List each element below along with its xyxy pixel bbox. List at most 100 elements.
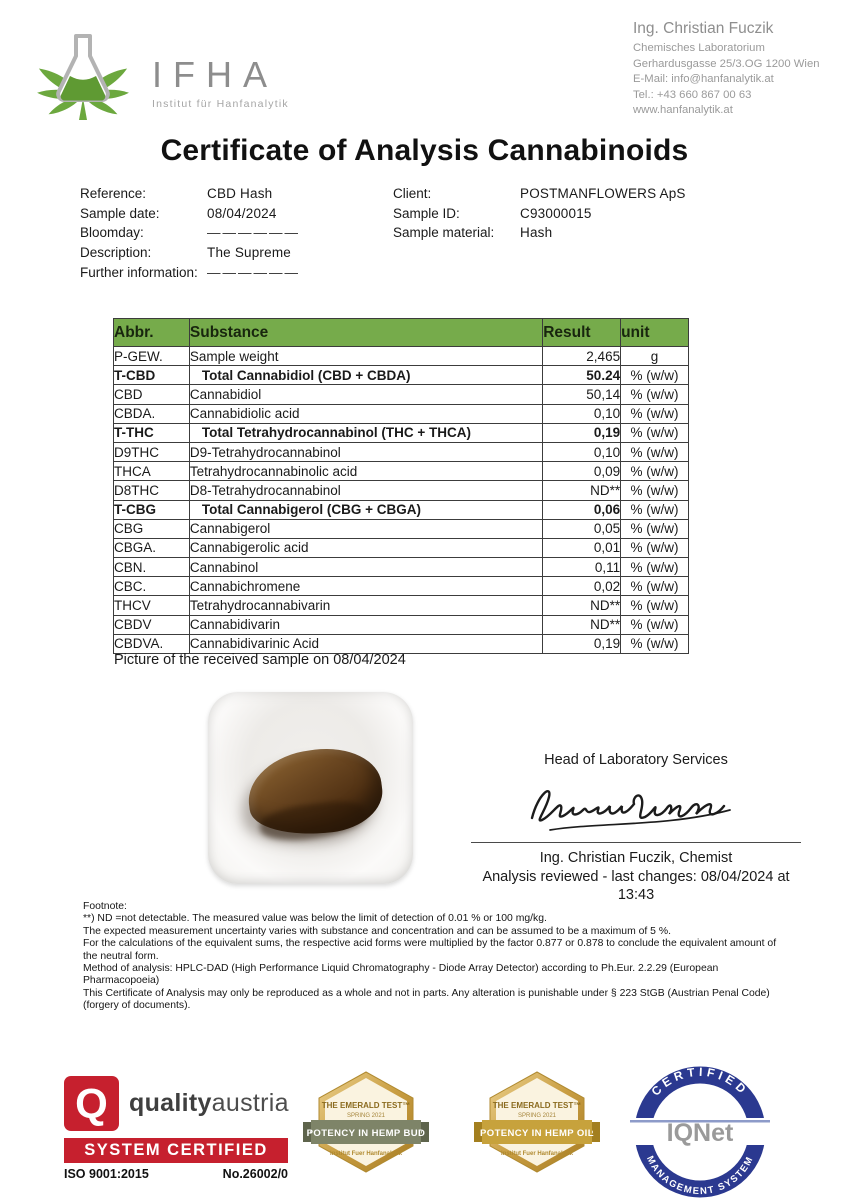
info-value: POSTMANFLOWERS ApS	[520, 186, 686, 202]
info-label: Sample ID:	[393, 205, 460, 221]
cell-unit: % (w/w)	[620, 441, 689, 463]
cell-unit: % (w/w)	[620, 537, 689, 559]
cell-result: 0,19	[542, 633, 622, 655]
quality-austria-brand: qualityaustria	[129, 1089, 289, 1118]
contact-line: Gerhardusgasse 25/3.OG 1200 Wien	[633, 57, 820, 70]
results-table: Abbr. Substance Result unit P-GEW. Sampl…	[113, 318, 689, 655]
table-row: D8THC D8-Tetrahydrocannabinol ND** % (w/…	[113, 480, 689, 501]
cell-substance: D8-Tetrahydrocannabinol	[188, 480, 544, 501]
cell-abbr: CBDVA.	[113, 633, 190, 655]
table-row: T-THC Total Tetrahydrocannabinol (THC + …	[113, 422, 689, 443]
cell-result: 50.24	[542, 365, 622, 386]
cell-result: 0,10	[542, 403, 622, 424]
cell-result: 50,14	[542, 384, 622, 405]
table-row: D9THC D9-Tetrahydrocannabinol 0,10 % (w/…	[113, 441, 689, 463]
iso-number: ISO 9001:2015	[64, 1167, 149, 1181]
svg-text:POTENCY IN HEMP OIL: POTENCY IN HEMP OIL	[480, 1128, 594, 1139]
table-row: P-GEW. Sample weight 2,465 g	[113, 345, 689, 367]
emerald-test-oil-badge: THE EMERALD TEST™ SPRING 2021 POTENCY IN…	[474, 1070, 600, 1174]
cell-substance: Total Cannabidiol (CBD + CBDA)	[188, 365, 544, 386]
sample-photo	[208, 692, 413, 884]
brand-tagline: Institut für Hanfanalytik	[152, 98, 289, 110]
review-note: Analysis reviewed - last changes: 08/04/…	[482, 869, 790, 885]
cell-unit: % (w/w)	[620, 461, 689, 482]
cell-abbr: T-THC	[113, 422, 190, 443]
cell-abbr: CBDV	[113, 614, 190, 635]
page-title: Certificate of Analysis Cannabinoids	[160, 134, 689, 167]
table-row: CBG Cannabigerol 0,05 % (w/w)	[113, 518, 689, 539]
footnote-line: **) ND =not detectable. The measured val…	[83, 913, 547, 925]
contact-name: Ing. Christian Fuczik	[633, 20, 774, 37]
cell-substance: Cannabidiol	[188, 384, 544, 405]
qa-brand-bold: quality	[129, 1089, 212, 1117]
cell-result: 0,01	[542, 537, 622, 559]
client-block: Client: POSTMANFLOWERS ApS Sample ID: C9…	[393, 184, 686, 243]
info-value: ——————	[207, 225, 300, 241]
info-row: Sample ID: C93000015	[393, 204, 686, 224]
info-value: The Supreme	[207, 245, 291, 261]
cell-substance: Sample weight	[188, 345, 544, 367]
info-row: Sample date: 08/04/2024	[80, 204, 300, 224]
header-unit: unit	[620, 318, 689, 347]
cell-result: ND**	[542, 614, 622, 635]
info-value: C93000015	[520, 205, 592, 221]
cell-substance: Cannabigerol	[188, 518, 544, 539]
leaf-flask-icon	[37, 34, 129, 120]
emerald-test-bud-badge: THE EMERALD TEST™ SPRING 2021 POTENCY IN…	[303, 1070, 429, 1174]
iqnet-logo: CERTIFIED MANAGEMENT SYSTEM IQNet	[618, 1056, 782, 1200]
qa-brand-light: austria	[211, 1089, 289, 1117]
cell-result: ND**	[542, 595, 622, 616]
cell-unit: % (w/w)	[620, 499, 689, 520]
cell-result: 0,06	[542, 499, 622, 520]
cell-abbr: D8THC	[113, 480, 190, 501]
info-value: Hash	[520, 225, 553, 241]
table-row: CBN. Cannabinol 0,11 % (w/w)	[113, 557, 689, 578]
cell-abbr: CBGA.	[113, 537, 190, 559]
signature-block: Head of Laboratory Services Ing. Christi…	[455, 752, 817, 904]
cell-abbr: D9THC	[113, 441, 190, 463]
hash-sample	[243, 742, 387, 842]
cell-substance: Cannabichromene	[188, 576, 544, 597]
info-label: Sample material:	[393, 225, 495, 241]
signatory-name: Ing. Christian Fuczik, Chemist	[539, 850, 733, 866]
info-value: 08/04/2024	[207, 205, 277, 221]
table-row: T-CBG Total Cannabigerol (CBG + CBGA) 0,…	[113, 499, 689, 520]
info-label: Bloomday:	[80, 225, 144, 241]
cell-result: 0,05	[542, 518, 622, 539]
contact-lines: Chemisches Laboratorium Gerhardusgasse 25…	[633, 41, 820, 119]
cell-abbr: CBG	[113, 518, 190, 539]
svg-text:SPRING 2021: SPRING 2021	[518, 1113, 557, 1119]
svg-text:THE EMERALD TEST™: THE EMERALD TEST™	[493, 1101, 581, 1110]
cell-unit: % (w/w)	[620, 422, 689, 443]
cell-unit: % (w/w)	[620, 557, 689, 578]
picture-caption: Picture of the received sample on 08/04/…	[114, 652, 406, 668]
footnote-line: The expected measurement uncertainty var…	[83, 925, 671, 937]
header-substance: Substance	[188, 318, 544, 347]
review-time: 13:43	[617, 887, 655, 903]
cell-result: 0,19	[542, 422, 622, 443]
cell-substance: Cannabidivarin	[188, 614, 544, 635]
info-row: Description: The Supreme	[80, 243, 300, 263]
svg-text:Institut Fuer Hanfanalytik: Institut Fuer Hanfanalytik	[501, 1151, 574, 1157]
footnote-line: This Certificate of Analysis may only be…	[83, 987, 770, 1012]
cell-substance: Cannabinol	[188, 557, 544, 578]
svg-text:POTENCY IN HEMP BUD: POTENCY IN HEMP BUD	[307, 1128, 426, 1139]
contact-line: Tel.: +43 660 867 00 63	[633, 88, 752, 101]
cell-abbr: P-GEW.	[113, 345, 190, 367]
cell-unit: % (w/w)	[620, 384, 689, 405]
cell-unit: % (w/w)	[620, 480, 689, 501]
cell-result: 2,465	[542, 345, 622, 367]
info-row: Bloomday: ——————	[80, 223, 300, 243]
footnote-label: Footnote:	[83, 901, 127, 912]
info-label: Reference:	[80, 186, 147, 202]
cell-result: ND**	[542, 480, 622, 501]
table-row: T-CBD Total Cannabidiol (CBD + CBDA) 50.…	[113, 365, 689, 386]
cell-unit: % (w/w)	[620, 614, 689, 635]
cell-substance: Tetrahydrocannabivarin	[188, 595, 544, 616]
cell-unit: % (w/w)	[620, 595, 689, 616]
cell-unit: % (w/w)	[620, 365, 689, 386]
svg-text:THE EMERALD TEST™: THE EMERALD TEST™	[322, 1101, 410, 1110]
header-abbr: Abbr.	[113, 318, 190, 347]
cell-unit: % (w/w)	[620, 403, 689, 424]
